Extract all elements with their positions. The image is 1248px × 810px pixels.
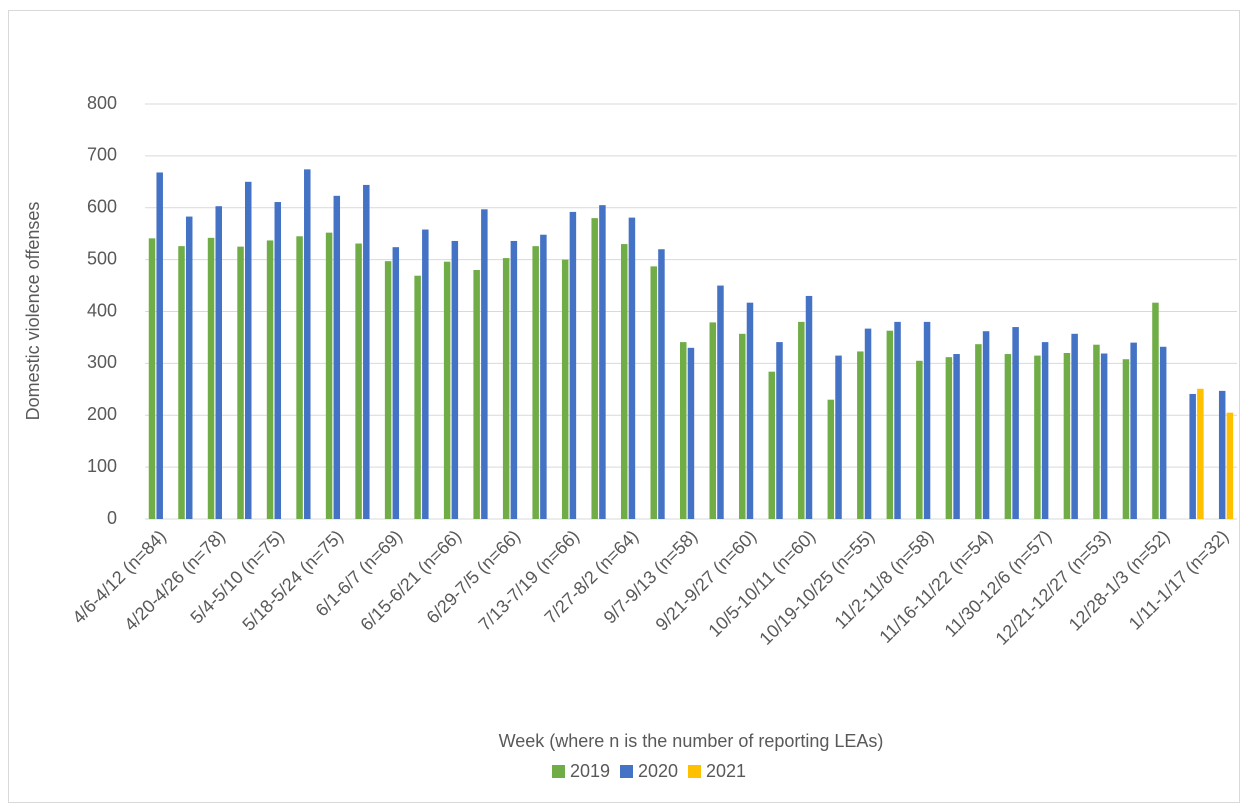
bar [1012, 327, 1019, 519]
y-tick-label: 500 [87, 248, 117, 268]
bar [894, 321, 901, 519]
bar [207, 237, 215, 519]
y-axis-title: Domestic violence offenses [23, 202, 43, 421]
bar [384, 261, 392, 519]
y-tick-label: 300 [87, 352, 117, 372]
x-axis-title: Week (where n is the number of reporting… [499, 731, 884, 751]
bar [982, 331, 990, 519]
bar [945, 357, 953, 519]
bar [414, 275, 421, 519]
bar [1152, 302, 1159, 519]
bar [687, 347, 695, 519]
bar [650, 266, 657, 519]
bar [923, 321, 931, 519]
bar [185, 216, 193, 519]
bar [1197, 388, 1204, 519]
bar [916, 360, 923, 519]
bar [561, 259, 569, 519]
legend-label: 2019 [570, 761, 610, 781]
legend-swatch [552, 765, 565, 778]
y-tick-label: 700 [87, 145, 117, 165]
legend-swatch [688, 765, 701, 778]
bar [1226, 412, 1234, 519]
bar [178, 246, 185, 519]
bar [1004, 354, 1012, 519]
legend-label: 2020 [638, 761, 678, 781]
bar [857, 351, 864, 519]
bar [333, 195, 341, 519]
bar [237, 246, 244, 519]
y-tick-label: 600 [87, 197, 117, 217]
bar [569, 211, 577, 519]
bar [363, 184, 370, 520]
bar [422, 229, 429, 519]
bar [1159, 346, 1167, 519]
bar [709, 322, 717, 519]
bar [392, 247, 400, 520]
bar [680, 342, 687, 519]
bar [739, 333, 746, 519]
bar [355, 243, 362, 519]
bar [481, 209, 488, 519]
bar [1063, 353, 1071, 519]
bar [540, 234, 547, 519]
bar [244, 181, 252, 519]
y-tick-label: 0 [107, 508, 117, 528]
bar [1130, 342, 1137, 519]
bar [628, 217, 636, 519]
bar [776, 342, 783, 519]
bar [1189, 393, 1196, 519]
bar [296, 236, 303, 519]
legend-swatch [620, 765, 633, 778]
bar [827, 399, 835, 519]
y-tick-label: 200 [87, 404, 117, 424]
bar [975, 344, 982, 519]
bar [156, 172, 163, 519]
bar [805, 295, 813, 519]
bar [304, 169, 311, 520]
bar [266, 240, 274, 519]
bar [1100, 353, 1108, 519]
bar [717, 285, 724, 519]
bar [510, 240, 518, 519]
bar [620, 244, 628, 519]
bar [502, 258, 510, 519]
bar [215, 206, 222, 519]
bar [835, 355, 842, 519]
bar [1071, 333, 1078, 519]
bar [451, 240, 459, 519]
bar [886, 330, 894, 519]
bar [1034, 355, 1041, 519]
bar [1093, 344, 1100, 519]
bar [658, 249, 665, 519]
bar [746, 302, 754, 519]
bar [148, 238, 156, 519]
bar [1041, 342, 1049, 519]
bar [953, 354, 960, 519]
bar [798, 321, 805, 519]
bar [768, 371, 776, 519]
bar [325, 232, 333, 519]
bar [443, 261, 451, 519]
y-tick-label: 800 [87, 93, 117, 113]
bar [591, 218, 598, 519]
bar [1122, 359, 1130, 519]
bar [1218, 390, 1226, 519]
bar [532, 246, 539, 519]
y-tick-label: 100 [87, 456, 117, 476]
bar [864, 328, 872, 519]
y-tick-label: 400 [87, 300, 117, 320]
bar [274, 202, 282, 519]
legend-label: 2021 [706, 761, 746, 781]
bar [473, 270, 480, 519]
bar [599, 205, 606, 519]
